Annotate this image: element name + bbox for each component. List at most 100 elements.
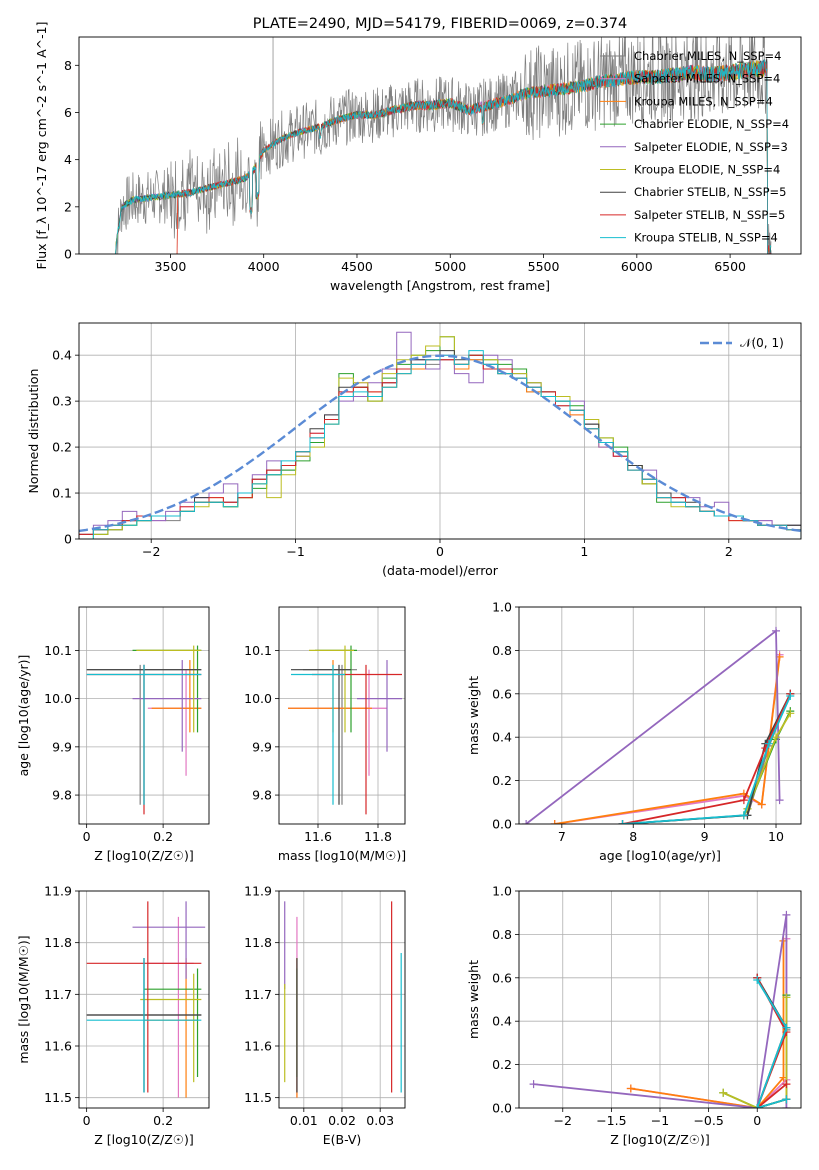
panel-1: −2 −1 0 1 2 0 0.1 0.2 0.3 0.4 (data-model)/error No… (26, 322, 802, 578)
x-tick-label: 0.2 (153, 1113, 173, 1128)
weight-marker (739, 811, 748, 820)
weight-marker (782, 1023, 791, 1032)
y-axis-label: mass weight (466, 676, 481, 755)
y-tick-label: 6 (64, 105, 72, 120)
y-tick-label: 10.1 (44, 643, 72, 658)
panel-3: 11.6 11.8 9.8 9.9 10.0 10.1 mass [log10(M/M☉)] (244, 606, 406, 863)
y-tick-label: 0.0 (492, 1101, 512, 1116)
weight-line (554, 656, 781, 824)
y-tick-label: 0.4 (492, 730, 512, 745)
x-axis-label: E(B-V) (323, 1132, 362, 1147)
legend-label: 𝒩(0, 1) (740, 336, 784, 350)
x-tick-label: 6500 (714, 259, 746, 274)
y-axis-label: Flux [f_λ 10^-17 erg cm^-2 s^-1 A^-1] (34, 22, 49, 270)
x-axis-label: Z [log10(Z/Z☉)] (94, 1132, 194, 1147)
y-tick-label: 11.7 (44, 987, 72, 1002)
weight-line (622, 693, 792, 824)
legend-label: Salpeter STELIB, N_SSP=5 (634, 208, 785, 222)
y-tick-label: 0.4 (52, 348, 72, 363)
x-tick-label: 9 (701, 829, 709, 844)
y-tick-label: 2 (64, 199, 72, 214)
weight-marker (782, 910, 791, 919)
x-tick-label: 4500 (341, 259, 373, 274)
y-tick-label: 4 (64, 152, 72, 167)
weight-marker (786, 691, 795, 700)
chart-title: PLATE=2490, MJD=54179, FIBERID=0069, z=0… (253, 16, 627, 32)
y-axis-label: mass weight (466, 960, 481, 1039)
legend: 𝒩(0, 1) (700, 336, 784, 350)
x-tick-label: 0 (83, 829, 91, 844)
y-tick-label: 10.1 (244, 643, 272, 658)
x-axis-label: wavelength [Angstrom, rest frame] (330, 278, 550, 293)
axes-frame (518, 606, 802, 825)
weight-line (525, 629, 781, 824)
y-axis-label: Normed distribution (26, 369, 41, 494)
weight-marker (775, 796, 784, 805)
weight-marker (618, 820, 627, 824)
y-tick-label: 11.5 (244, 1090, 272, 1105)
legend-label: Kroupa ELODIE, N_SSP=4 (634, 163, 780, 177)
errorbars (288, 645, 402, 815)
y-tick-label: 1.0 (492, 884, 512, 899)
weight-marker (753, 1104, 762, 1108)
errorbars (86, 645, 202, 815)
axes-frame (78, 890, 210, 1109)
axes-frame (78, 322, 802, 540)
panel-2: 0 0.2 9.8 9.9 10.0 10.1 Z [log10(Z/Z☉)] age [lo… (16, 606, 210, 863)
spectrum-line (114, 58, 772, 254)
axes-frame (518, 890, 802, 1109)
x-tick-label: −1.5 (596, 1113, 626, 1128)
x-tick-label: 3500 (155, 259, 187, 274)
y-tick-label: 0.2 (492, 1057, 512, 1072)
x-axis-label: Z [log10(Z/Z☉)] (94, 848, 194, 863)
x-tick-label: 0.2 (153, 829, 173, 844)
weight-marker (529, 1080, 538, 1089)
x-tick-label: 6000 (621, 259, 653, 274)
weight-lines (522, 626, 795, 824)
x-axis-label: age [log10(age/yr)] (599, 848, 721, 863)
weight-line (630, 940, 785, 1108)
y-tick-label: 9.9 (52, 739, 72, 754)
panel-6: 0.01 0.02 0.03 11.5 11.6 11.7 11.8 11.9 E(B-V) (244, 884, 406, 1147)
y-tick-label: 0.8 (492, 927, 512, 942)
y-tick-label: 0.1 (52, 486, 72, 501)
y-tick-label: 11.9 (44, 884, 72, 899)
x-tick-label: 1 (580, 544, 588, 559)
histogram-step (79, 350, 801, 539)
legend-label: Chabrier ELODIE, N_SSP=4 (634, 117, 789, 131)
legend-label: Chabrier STELIB, N_SSP=5 (634, 185, 786, 199)
errorbars (284, 901, 402, 1098)
weight-marker (782, 993, 791, 1002)
weight-lines (529, 910, 791, 1108)
weight-marker (719, 1088, 728, 1097)
x-tick-label: 0.01 (290, 1113, 318, 1128)
x-tick-label: 0.02 (328, 1113, 356, 1128)
y-tick-label: 0.0 (492, 817, 512, 832)
x-tick-label: 7 (558, 829, 566, 844)
panel-5: 0 0.2 11.5 11.6 11.7 11.8 11.9 Z [log10(Z/Z☉)] m… (16, 884, 210, 1147)
y-tick-label: 11.9 (244, 884, 272, 899)
x-tick-label: 0 (753, 1113, 761, 1128)
y-tick-label: 9.9 (252, 739, 272, 754)
x-tick-label: 2 (725, 544, 733, 559)
x-tick-label: 5000 (434, 259, 466, 274)
y-tick-label: 11.6 (44, 1039, 72, 1054)
y-tick-label: 0.2 (52, 440, 72, 455)
y-tick-label: 11.6 (244, 1039, 272, 1054)
x-axis-label: mass [log10(M/M☉)] (278, 848, 406, 863)
x-tick-label: 8 (629, 829, 637, 844)
y-tick-label: 0.8 (492, 643, 512, 658)
x-tick-label: 11.6 (304, 829, 332, 844)
y-tick-label: 10.0 (44, 691, 72, 706)
x-tick-label: 11.8 (364, 829, 392, 844)
x-tick-label: −2 (142, 544, 160, 559)
normal-curve (79, 354, 801, 533)
panel-0: 3500 4000 4500 5000 5500 6000 6500 0 2 4 6 8 wavelen… (34, 16, 802, 293)
x-tick-label: 4000 (248, 259, 280, 274)
legend-label: Kroupa STELIB, N_SSP=4 (634, 231, 778, 245)
legend-label: Salpeter MILES, N_SSP=4 (634, 72, 780, 86)
y-tick-label: 10.0 (244, 691, 272, 706)
weight-line (756, 979, 788, 1108)
weight-marker (782, 1095, 791, 1104)
